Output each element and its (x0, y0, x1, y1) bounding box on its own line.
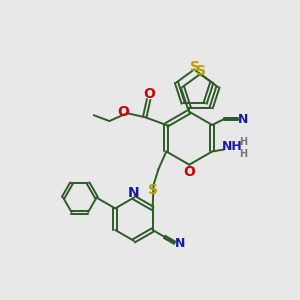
Text: O: O (117, 105, 129, 119)
Text: NH: NH (221, 140, 242, 153)
Text: S: S (190, 60, 200, 74)
Text: S: S (196, 64, 206, 78)
Text: O: O (183, 165, 195, 178)
Text: O: O (144, 87, 156, 100)
Text: S: S (148, 183, 158, 197)
Text: N: N (174, 237, 185, 250)
Text: N: N (237, 112, 248, 126)
Text: H: H (240, 149, 248, 159)
Text: H: H (240, 137, 248, 147)
Text: N: N (128, 186, 140, 200)
